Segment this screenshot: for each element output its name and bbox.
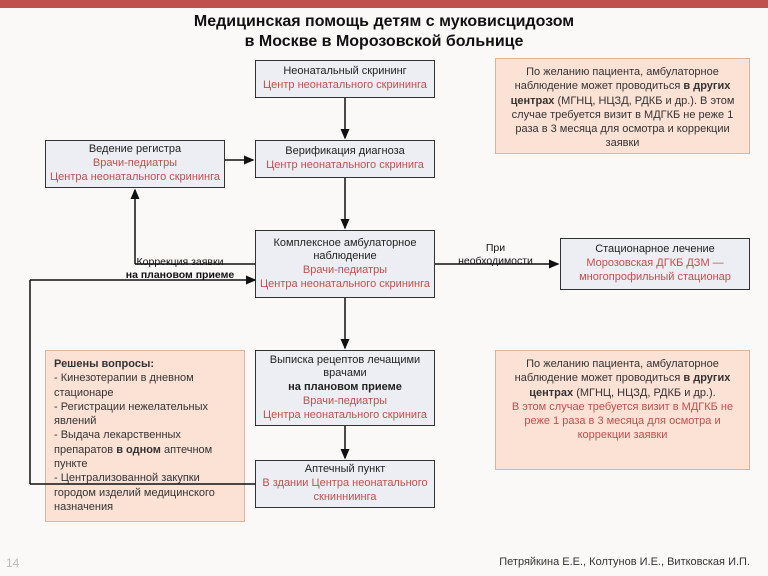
arrows-layer — [0, 0, 768, 576]
